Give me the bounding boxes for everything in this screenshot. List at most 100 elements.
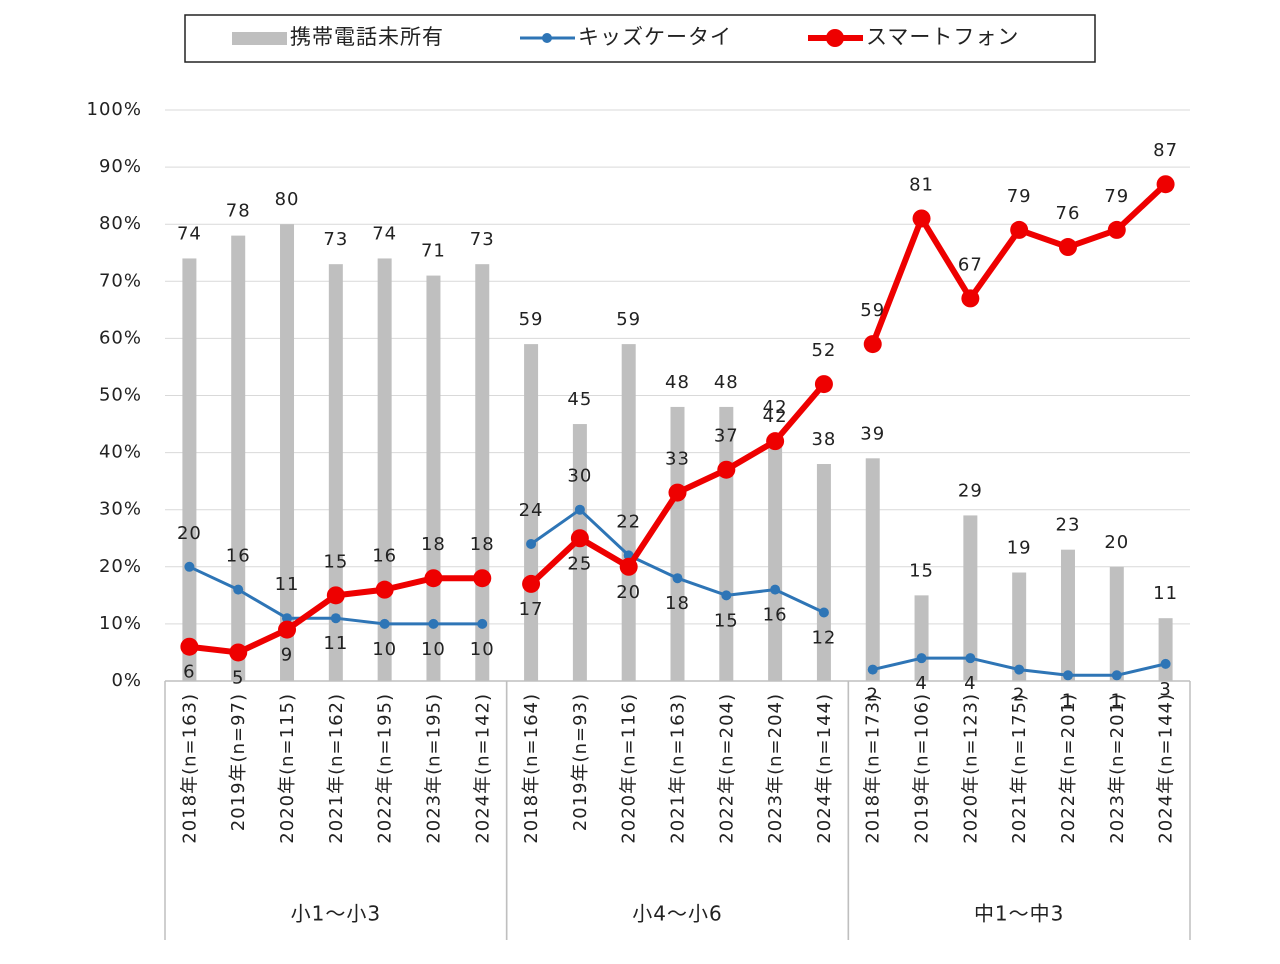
- y-tick-label: 50%: [99, 385, 142, 406]
- y-tick-label: 100%: [87, 99, 142, 120]
- line-value-label: 20: [616, 582, 641, 603]
- bar-value-label: 74: [177, 223, 202, 244]
- line-value-label: 76: [1056, 203, 1081, 224]
- line-value-label: 17: [519, 599, 544, 620]
- y-tick-label: 20%: [99, 556, 142, 577]
- bar-value-label: 78: [226, 201, 251, 222]
- legend: 携帯電話未所有 キッズケータイ スマートフォン: [184, 14, 1096, 63]
- x-tick-label: 2019年(n=93): [570, 693, 591, 831]
- bar: [963, 515, 978, 681]
- line-value-label: 1: [1111, 690, 1123, 711]
- bar-value-label: 48: [665, 372, 690, 393]
- line-value-label: 10: [470, 639, 495, 660]
- bar-value-label: 29: [958, 480, 983, 501]
- line-marker: [282, 613, 293, 624]
- line-value-label: 2: [867, 685, 879, 706]
- line-value-label: 10: [421, 639, 446, 660]
- legend-label: 携帯電話未所有: [290, 25, 444, 49]
- x-tick-label: 2021年(n=163): [668, 693, 689, 844]
- group-label: 中1～中3: [974, 902, 1064, 926]
- bar: [1012, 572, 1027, 681]
- bar: [280, 224, 295, 681]
- y-tick-label: 40%: [99, 442, 142, 463]
- line-marker: [912, 209, 931, 228]
- line-value-label: 67: [958, 254, 983, 275]
- bar: [231, 235, 246, 681]
- bar-value-label: 73: [323, 229, 348, 250]
- bar: [914, 595, 929, 681]
- legend-marker: [542, 33, 552, 43]
- bar: [719, 406, 734, 681]
- line-marker: [473, 569, 492, 588]
- x-tick-label: 2024年(n=144): [1156, 693, 1177, 844]
- x-tick-label: 2018年(n=163): [179, 693, 200, 844]
- bar: [768, 441, 783, 681]
- legend-swatch: [232, 32, 287, 45]
- line-marker: [1014, 664, 1025, 675]
- x-tick-label: 2020年(n=115): [277, 693, 298, 844]
- line-value-label: 6: [183, 662, 195, 683]
- line-value-label: 79: [1104, 186, 1129, 207]
- line-value-label: 16: [372, 546, 397, 567]
- bar-value-label: 15: [909, 560, 934, 581]
- legend-marker: [826, 29, 844, 47]
- y-tick-label: 70%: [99, 270, 142, 291]
- line-marker: [668, 483, 687, 502]
- line-marker: [522, 574, 541, 593]
- line-marker: [574, 504, 585, 515]
- bar-value-label: 20: [1104, 532, 1129, 553]
- bar-value-label: 71: [421, 241, 446, 262]
- bar: [572, 424, 587, 681]
- bar: [1060, 549, 1075, 681]
- line-marker: [428, 618, 439, 629]
- line-marker: [961, 289, 980, 308]
- x-tick-label: 2019年(n=106): [912, 693, 933, 844]
- line-value-label: 16: [226, 546, 251, 567]
- bar: [621, 344, 636, 681]
- y-tick-label: 90%: [99, 156, 142, 177]
- line-marker: [818, 607, 829, 618]
- bar-value-label: 73: [470, 229, 495, 250]
- line-value-label: 4: [915, 673, 927, 694]
- line-value-label: 33: [665, 449, 690, 470]
- line-value-label: 18: [665, 593, 690, 614]
- line-value-label: 2: [1013, 685, 1025, 706]
- line-marker: [477, 618, 488, 629]
- bar: [1158, 618, 1173, 681]
- line-marker: [379, 618, 390, 629]
- line-value-label: 20: [177, 523, 202, 544]
- bar-value-label: 19: [1007, 538, 1032, 559]
- x-tick-label: 2024年(n=144): [814, 693, 835, 844]
- line-value-label: 4: [964, 673, 976, 694]
- bar-value-label: 23: [1056, 515, 1081, 536]
- line-marker: [424, 569, 443, 588]
- bar-value-label: 38: [811, 429, 836, 450]
- line-value-label: 11: [275, 574, 300, 595]
- bar-value-label: 42: [763, 406, 788, 427]
- bar: [182, 258, 197, 681]
- line-value-label: 22: [616, 511, 641, 532]
- x-tick-label: 2023年(n=204): [765, 693, 786, 844]
- x-tick-label: 2021年(n=162): [326, 693, 347, 844]
- line-marker: [1160, 658, 1171, 669]
- y-tick-label: 10%: [99, 613, 142, 634]
- line-value-label: 52: [811, 340, 836, 361]
- line: [869, 182, 1168, 346]
- line-marker: [1062, 670, 1073, 681]
- bar: [816, 464, 831, 681]
- line-marker: [1111, 670, 1122, 681]
- line-marker: [1010, 220, 1029, 239]
- line-value-label: 25: [567, 553, 592, 574]
- line-marker: [717, 460, 736, 479]
- line-marker: [1107, 220, 1126, 239]
- y-tick-label: 60%: [99, 327, 142, 348]
- bar: [670, 406, 685, 681]
- line-marker: [326, 586, 345, 605]
- line-marker: [570, 529, 589, 548]
- line-value-label: 3: [1159, 679, 1171, 700]
- line-marker: [766, 432, 785, 451]
- legend-box: [184, 14, 1096, 63]
- line-marker: [867, 664, 878, 675]
